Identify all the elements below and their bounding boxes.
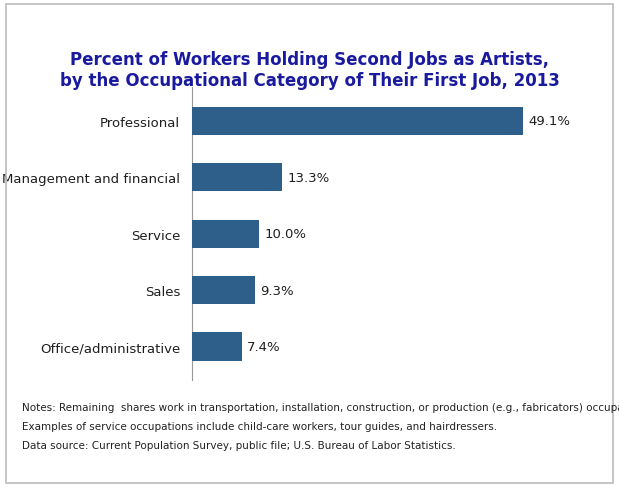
Text: 7.4%: 7.4%	[247, 340, 281, 353]
Text: 13.3%: 13.3%	[287, 171, 329, 184]
Bar	[192, 333, 242, 361]
Bar	[192, 107, 524, 136]
Text: 49.1%: 49.1%	[529, 115, 571, 128]
Bar	[192, 220, 259, 248]
Text: Examples of service occupations include child-care workers, tour guides, and hai: Examples of service occupations include …	[22, 421, 497, 431]
Text: 9.3%: 9.3%	[260, 284, 294, 297]
Text: Percent of Workers Holding Second Jobs as Artists,
by the Occupational Category : Percent of Workers Holding Second Jobs a…	[59, 51, 560, 90]
Text: 10.0%: 10.0%	[265, 228, 307, 241]
Bar	[192, 164, 282, 192]
Text: Data source: Current Population Survey, public file; U.S. Bureau of Labor Statis: Data source: Current Population Survey, …	[22, 440, 456, 449]
Text: Notes: Remaining  shares work in transportation, installation, construction, or : Notes: Remaining shares work in transpor…	[22, 403, 619, 412]
Bar	[192, 277, 254, 305]
